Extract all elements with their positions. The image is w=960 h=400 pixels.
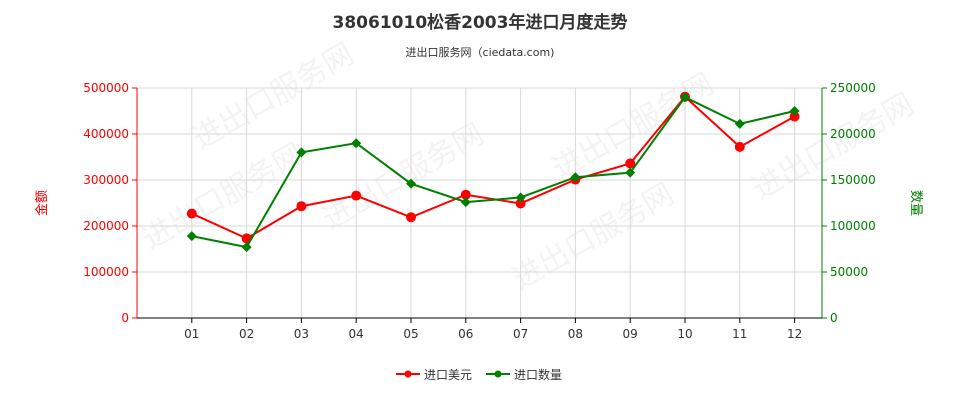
data-point — [241, 242, 252, 253]
x-tick-label: 01 — [184, 327, 199, 341]
watermark-text: 进出口服务网 — [507, 177, 680, 297]
left-tick-label: 0 — [121, 311, 129, 325]
right-tick-label: 100000 — [830, 219, 876, 233]
x-tick-label: 11 — [732, 327, 747, 341]
x-tick-label: 02 — [239, 327, 254, 341]
chart-title: 38061010松香2003年进口月度走势 — [333, 12, 628, 33]
x-tick-label: 07 — [513, 327, 528, 341]
right-tick-label: 0 — [830, 311, 838, 325]
data-point — [460, 189, 471, 200]
right-tick-label: 200000 — [830, 127, 876, 141]
right-axis-ticks: 0 50000 100000 150000 200000 250000 — [822, 81, 876, 325]
watermark-text: 进出口服务网 — [137, 137, 310, 257]
series-layer — [186, 91, 800, 253]
data-point — [734, 141, 745, 152]
data-point — [515, 198, 526, 209]
data-point — [351, 138, 362, 149]
axes — [136, 88, 823, 319]
data-point — [186, 231, 197, 242]
data-point — [734, 118, 745, 129]
right-tick-label: 50000 — [830, 265, 868, 279]
data-point — [625, 158, 636, 169]
x-tick-label: 04 — [349, 327, 364, 341]
data-point — [789, 106, 800, 116]
data-point — [570, 172, 581, 183]
left-tick-label: 400000 — [83, 127, 129, 141]
legend-marker-usd — [404, 370, 412, 378]
legend-label-usd: 进口美元 — [424, 368, 472, 382]
right-axis-title: 数量 — [908, 190, 923, 216]
data-point — [186, 208, 197, 219]
x-tick-label: 09 — [623, 327, 638, 341]
x-tick-label: 06 — [458, 327, 473, 341]
left-tick-label: 500000 — [83, 81, 129, 95]
legend-marker-qty — [494, 370, 502, 378]
grid — [136, 87, 823, 319]
x-tick-label: 08 — [568, 327, 583, 341]
chart-subtitle: 进出口服务网（ciedata.com) — [406, 45, 555, 59]
watermark-text: 进出口服务网 — [747, 87, 920, 207]
x-tick-label: 03 — [294, 327, 309, 341]
legend-item-usd[interactable]: 进口美元 — [396, 368, 472, 382]
series-line — [191, 95, 795, 249]
series-qty — [186, 92, 800, 253]
right-tick-label: 150000 — [830, 173, 876, 187]
data-point — [625, 167, 636, 178]
left-tick-label: 200000 — [83, 219, 129, 233]
legend-label-qty: 进口数量 — [514, 367, 562, 382]
data-point — [406, 178, 416, 189]
data-point — [406, 212, 416, 223]
data-point — [296, 201, 307, 212]
legend: 进口美元 进口数量 — [396, 367, 562, 382]
data-point — [296, 147, 307, 158]
right-tick-label: 250000 — [830, 81, 876, 95]
x-axis-ticks: 01 02 03 04 05 06 07 08 09 10 11 12 — [184, 318, 802, 341]
data-point — [515, 192, 526, 203]
legend-item-qty[interactable]: 进口数量 — [486, 367, 562, 382]
data-point — [460, 197, 471, 208]
left-tick-label: 300000 — [83, 173, 129, 187]
data-point — [351, 190, 362, 201]
x-tick-label: 12 — [787, 327, 802, 341]
left-tick-label: 100000 — [83, 265, 129, 279]
data-point — [789, 111, 800, 122]
x-tick-label: 10 — [677, 327, 692, 341]
left-axis-title: 金额 — [34, 190, 50, 216]
x-tick-label: 05 — [403, 327, 418, 341]
data-point — [680, 92, 690, 103]
left-axis-ticks: 0 100000 200000 300000 400000 500000 — [83, 81, 137, 325]
watermark-text: 进出口服务网 — [187, 37, 360, 157]
